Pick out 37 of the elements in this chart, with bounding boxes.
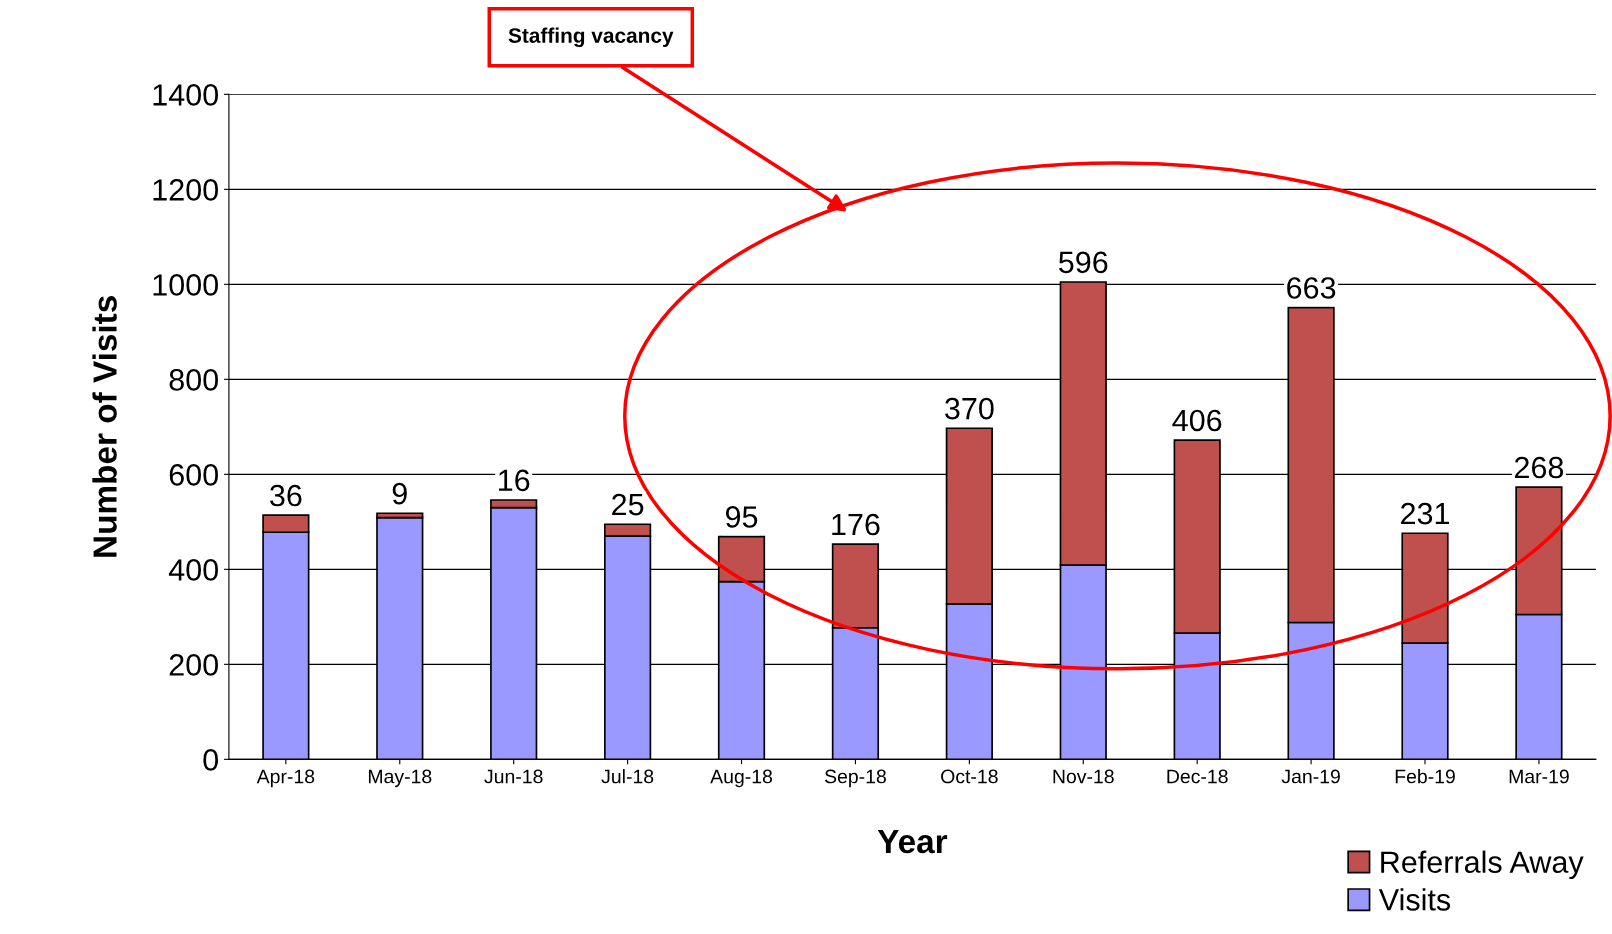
legend-label: Referrals Away <box>1381 850 1584 880</box>
y-tick-label: 0 <box>203 749 218 771</box>
data-label: 9 <box>392 482 407 505</box>
x-tick-label: Oct-18 <box>941 769 998 784</box>
x-tick-label: Dec-18 <box>1167 769 1228 784</box>
x-tick-label: Jan-19 <box>1281 769 1340 784</box>
x-tick-label: Mar-19 <box>1509 769 1569 784</box>
x-tick-label: Apr-18 <box>256 769 315 788</box>
y-tick-label: 1000 <box>153 274 218 296</box>
data-label: 663 <box>1287 277 1336 299</box>
y-tick-label: 800 <box>169 369 218 391</box>
data-label: 95 <box>725 506 758 528</box>
x-tick-label: Aug-18 <box>710 769 773 788</box>
x-tick-label: Jun-18 <box>484 769 543 784</box>
data-label: 370 <box>945 397 994 420</box>
x-tick-label: May-18 <box>368 769 432 788</box>
x-tick-label: Feb-19 <box>1395 769 1455 784</box>
y-tick-label: 200 <box>169 654 218 676</box>
data-label: 406 <box>1172 409 1222 432</box>
data-label: 16 <box>499 469 530 492</box>
x-tick-label: Sep-18 <box>824 769 886 788</box>
x-tick-label: Nov-18 <box>1053 769 1114 784</box>
text: Staffing vacancy <box>508 27 674 48</box>
data-label: 25 <box>612 493 644 516</box>
y-tick-label: 600 <box>169 464 218 486</box>
data-label: 596 <box>1059 251 1108 274</box>
legend-label: Visits <box>1378 888 1451 911</box>
y-tick-label: 400 <box>168 559 218 581</box>
x-tick-label: Jul-18 <box>601 769 654 784</box>
data-label: 268 <box>1514 456 1564 479</box>
y-tick-label: 1200 <box>153 179 218 201</box>
y-tick-label: 1400 <box>153 84 218 106</box>
y-axis-title: Number of Visits <box>92 296 117 557</box>
data-label: 231 <box>1401 502 1450 525</box>
x-axis-title: Year <box>877 830 948 854</box>
data-label: 36 <box>270 484 302 507</box>
data-label: 176 <box>832 513 880 536</box>
